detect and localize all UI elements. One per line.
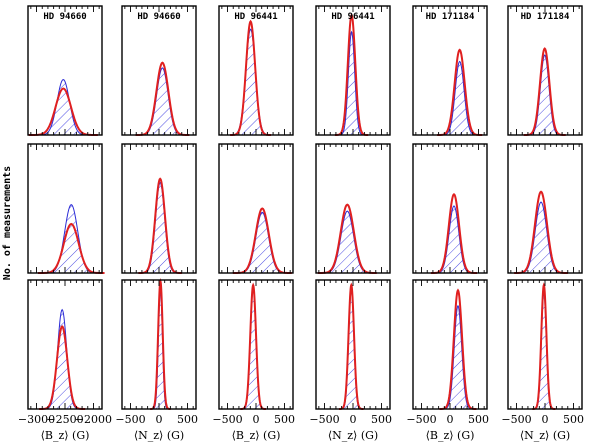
x-axis-label: ⟨B_z⟩ (G) (41, 429, 90, 442)
y-axis-label: No. of measurements (2, 166, 13, 280)
panel-frame (412, 5, 488, 136)
panel-r2-c6 (507, 143, 583, 274)
panel-title: HD 94660 (43, 12, 86, 22)
x-tick-label: 0 (350, 413, 357, 426)
histogram-bars (322, 210, 373, 274)
panel-r1-c4: HD 96441 (315, 5, 391, 136)
panel-title: HD 96441 (331, 12, 374, 22)
x-tick-label: −500 (406, 413, 436, 426)
panel-r3-c1: −3000−2500−2000 ⟨B_z⟩ (G) (18, 279, 112, 442)
histogram-bars (242, 287, 265, 410)
gaussian-fit-curve (334, 12, 369, 136)
x-tick-label: 500 (371, 413, 392, 426)
x-tick-label: 500 (177, 413, 198, 426)
gaussian-fit-curve (523, 47, 566, 136)
x-tick-label: 500 (274, 413, 295, 426)
gaussian-fit-curve (135, 61, 190, 136)
histogram-bars (231, 28, 270, 136)
histogram-bars (443, 304, 473, 410)
panel-r1-c5: HD 171184 (412, 5, 488, 136)
panel-r1-c2: HD 94660 (121, 5, 197, 136)
x-tick-label: 0 (253, 413, 260, 426)
panel-r3-c5: −500 0 500 ⟨B_z⟩ (G) (406, 279, 489, 442)
panel-r3-c3: −500 0 500 ⟨B_z⟩ (G) (212, 279, 295, 442)
gaussian-fit-curve (138, 177, 182, 274)
panel-r2-c5 (412, 143, 488, 274)
gaussian-fit-curve (532, 282, 556, 410)
x-axis-label: ⟨N_z⟩ (G) (328, 429, 378, 442)
x-tick-label: −500 (309, 413, 339, 426)
x-tick-label: −500 (212, 413, 242, 426)
histogram-bars (141, 181, 179, 274)
histogram-bars (139, 67, 186, 136)
panel-title: HD 171184 (521, 12, 570, 22)
panel-r2-c2 (121, 143, 197, 274)
histogram-bars (237, 211, 288, 274)
panel-r1-c1: HD 94660 (27, 5, 103, 136)
gaussian-fit-curve (439, 288, 477, 410)
histogram-bars (518, 201, 564, 274)
panel-title: HD 96441 (234, 12, 277, 22)
histogram-bars (152, 290, 169, 410)
x-tick-label: 0 (156, 413, 163, 426)
gaussian-fit-curve (317, 203, 377, 274)
x-tick-label: −3000 (18, 413, 55, 426)
x-axis-label: ⟨N_z⟩ (G) (134, 429, 184, 442)
panel-title: HD 94660 (137, 12, 180, 22)
x-axis-label: ⟨B_z⟩ (G) (232, 429, 281, 442)
x-tick-label: 0 (447, 413, 454, 426)
x-tick-label: −2500 (46, 413, 83, 426)
panel-title: HD 171184 (426, 12, 475, 22)
x-tick-label: −2000 (75, 413, 112, 426)
x-tick-label: −500 (115, 413, 145, 426)
x-tick-label: −500 (501, 413, 531, 426)
histogram-bars (441, 60, 478, 136)
gaussian-fit-curve (39, 325, 86, 410)
histogram-bars (38, 78, 89, 136)
histogram-bars (434, 205, 474, 274)
gaussian-fit-curve (230, 19, 272, 136)
x-axis-label: ⟨B_z⟩ (G) (426, 429, 475, 442)
histogram-bars (339, 30, 365, 136)
panel-r2-c1 (27, 143, 105, 274)
gaussian-fit-curve (232, 207, 292, 274)
panel-r3-c4: −500 0 500 ⟨N_z⟩ (G) (309, 279, 392, 442)
histogram-bars (43, 308, 81, 410)
histogram-bars (341, 288, 362, 410)
panel-r3-c2: −500 0 500 ⟨N_z⟩ (G) (115, 277, 198, 442)
panel-r2-c3 (218, 143, 294, 274)
gaussian-fit-curve (338, 282, 364, 410)
panel-r1-c3: HD 96441 (218, 5, 294, 136)
x-axis-label: ⟨N_z⟩ (G) (520, 429, 570, 442)
panel-r1-c6: HD 171184 (507, 5, 583, 136)
panel-r3-c6: −500 0 500 ⟨N_z⟩ (G) (501, 279, 584, 442)
histogram-bars (534, 291, 554, 410)
x-tick-label: 0 (542, 413, 549, 426)
x-tick-label: 500 (468, 413, 489, 426)
gaussian-fit-curve (514, 190, 568, 274)
panel-r2-c4 (315, 143, 391, 274)
x-tick-label: 500 (563, 413, 584, 426)
histogram-bars (45, 204, 98, 274)
histogram-bars (527, 54, 562, 136)
